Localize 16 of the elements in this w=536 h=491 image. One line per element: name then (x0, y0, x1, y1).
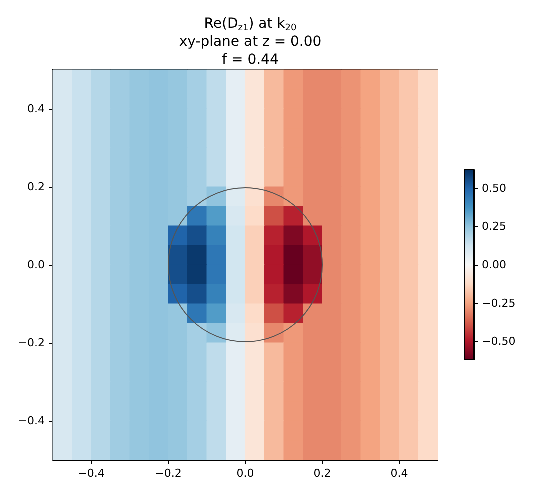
x-tick-label: 0.2 (314, 467, 332, 480)
y-tick-label: −0.2 (18, 336, 45, 350)
y-tick-label: 0.0 (28, 258, 45, 272)
chart-subtitle: xy-plane at z = 0.00 f = 0.44 (179, 34, 322, 68)
color-bar-label: −0.50 (482, 335, 516, 348)
y-tick-label: 0.4 (28, 102, 45, 116)
color-bar-label: −0.25 (482, 296, 516, 310)
x-tick-label: −0.4 (78, 467, 105, 480)
color-bar-label: 0.25 (482, 220, 506, 234)
x-tick-label: −0.2 (155, 467, 182, 480)
color-bar-label: 0.00 (482, 258, 506, 272)
y-tick-label: −0.4 (18, 414, 45, 428)
color-bar-label: 0.50 (482, 182, 506, 195)
x-tick-label: 0.0 (236, 467, 254, 480)
x-tick-label: 0.4 (390, 467, 408, 480)
y-tick-label: 0.2 (28, 180, 45, 194)
